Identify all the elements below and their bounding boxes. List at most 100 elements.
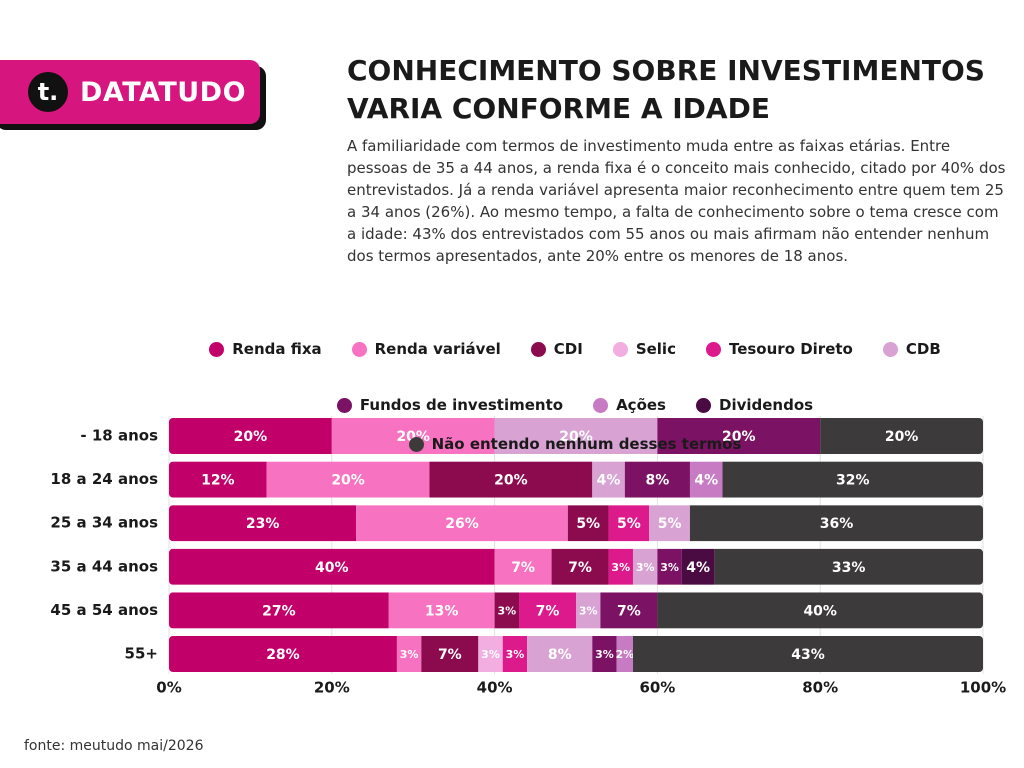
bar-segment: [494, 418, 658, 454]
bar-segment: [169, 461, 267, 498]
data-label: 4%: [686, 560, 710, 576]
data-label: 7%: [536, 603, 560, 619]
bar-segment: [356, 505, 568, 542]
y-tick-label: 18 a 24 anos: [50, 470, 158, 488]
bar-segment: [592, 461, 625, 498]
legend-label: Tesouro Direto: [728, 340, 853, 358]
bar-segment: [527, 636, 593, 672]
data-label: 12%: [201, 473, 235, 489]
data-label: 2%: [615, 648, 634, 661]
legend-item: Fundos de investimento: [336, 394, 563, 416]
y-tick-label: 45 a 54 anos: [50, 601, 158, 619]
legend-swatch: [530, 341, 546, 357]
legend-label: Selic: [635, 340, 676, 358]
data-label: 3%: [497, 604, 516, 617]
x-tick-label: 20%: [314, 679, 350, 697]
legend-item: Selic: [612, 338, 676, 360]
source: fonte: meutudo mai/2026: [24, 738, 204, 754]
bar-segment: [657, 548, 682, 585]
y-tick-label: - 18 anos: [80, 427, 158, 445]
x-tick-label: 100%: [960, 679, 1006, 697]
legend-swatch: [593, 397, 609, 413]
legend-item: CDI: [530, 338, 583, 360]
data-label: 3%: [611, 561, 630, 574]
bar-segment: [608, 505, 650, 542]
legend-label: Renda variável: [374, 340, 501, 358]
data-label: 20%: [234, 429, 268, 445]
legend-label: Ações: [616, 396, 666, 414]
bar-segment: [600, 592, 658, 629]
x-tick-label: 80%: [802, 679, 838, 697]
bar-segment: [169, 636, 397, 672]
data-label: 8%: [548, 647, 572, 663]
bar-segment: [632, 636, 983, 672]
data-label: 3%: [579, 604, 598, 617]
bar-segment: [169, 418, 332, 454]
chart-subtitle: A familiaridade com termos de investimen…: [347, 137, 1006, 265]
data-label: 27%: [262, 603, 296, 619]
bar-segment: [616, 636, 633, 672]
bar-segment: [820, 418, 983, 454]
bar-segment: [502, 636, 528, 672]
bar-segment: [576, 592, 601, 629]
bar-segment: [657, 418, 821, 454]
data-label: 23%: [246, 516, 280, 532]
data-label: 20%: [494, 473, 528, 489]
bar-segment: [169, 548, 495, 585]
data-label: 33%: [832, 560, 866, 576]
legend-swatch: [351, 341, 367, 357]
legend-label: CDI: [553, 340, 583, 358]
bar-segment: [429, 461, 593, 498]
bar-segment: [519, 592, 576, 629]
data-label: 40%: [315, 560, 349, 576]
legend: Renda fixa Renda variável CDI Selic Tesouro …: [170, 338, 980, 455]
data-label: 3%: [506, 648, 525, 661]
legend-item: Dividendos: [696, 394, 813, 416]
chart-title: CONHECIMENTO SOBRE INVESTIMENTOS VARIA C…: [347, 54, 985, 125]
bar-segment: [494, 548, 552, 585]
data-label: 20%: [722, 429, 756, 445]
data-label: 5%: [576, 516, 600, 532]
y-tick-label: 55+: [125, 645, 158, 663]
legend-swatch: [882, 341, 898, 357]
y-tick-label: 35 a 44 anos: [50, 557, 158, 575]
data-label: 4%: [597, 473, 621, 489]
bar-segment: [478, 636, 503, 672]
legend-label: Renda fixa: [232, 340, 322, 358]
data-label: 3%: [400, 648, 419, 661]
data-label: 3%: [636, 561, 655, 574]
bar-segment: [494, 592, 520, 629]
legend-item: Ações: [593, 394, 666, 416]
legend-swatch: [336, 397, 352, 413]
x-tick-label: 0%: [156, 679, 181, 697]
data-label: 13%: [425, 603, 459, 619]
bar-segment: [632, 548, 658, 585]
data-label: 7%: [617, 603, 641, 619]
data-label: 40%: [803, 603, 837, 619]
data-label: 26%: [445, 516, 479, 532]
data-label: 5%: [658, 516, 682, 532]
bar-segment: [689, 461, 723, 498]
y-tick-label: 25 a 34 anos: [50, 514, 158, 532]
legend-swatch: [696, 397, 711, 413]
legend-item: Renda variável: [351, 338, 501, 360]
data-label: 20%: [559, 429, 593, 445]
data-label: 43%: [791, 647, 825, 663]
data-label: 7%: [511, 560, 535, 576]
data-label: 8%: [646, 473, 670, 489]
data-label: 7%: [438, 647, 462, 663]
bar-segment: [551, 548, 609, 585]
data-label: 20%: [885, 429, 919, 445]
logo: t. DATATUDO: [0, 60, 260, 124]
bar-segment: [624, 461, 690, 498]
data-label: 20%: [331, 473, 365, 489]
bar-segment: [714, 548, 983, 585]
logo-icon: t.: [28, 72, 68, 112]
x-tick-label: 40%: [477, 679, 513, 697]
brand: DATATUDO: [80, 76, 247, 108]
data-label: 3%: [660, 561, 679, 574]
data-label: 3%: [481, 648, 500, 661]
x-tick-label: 60%: [639, 679, 675, 697]
